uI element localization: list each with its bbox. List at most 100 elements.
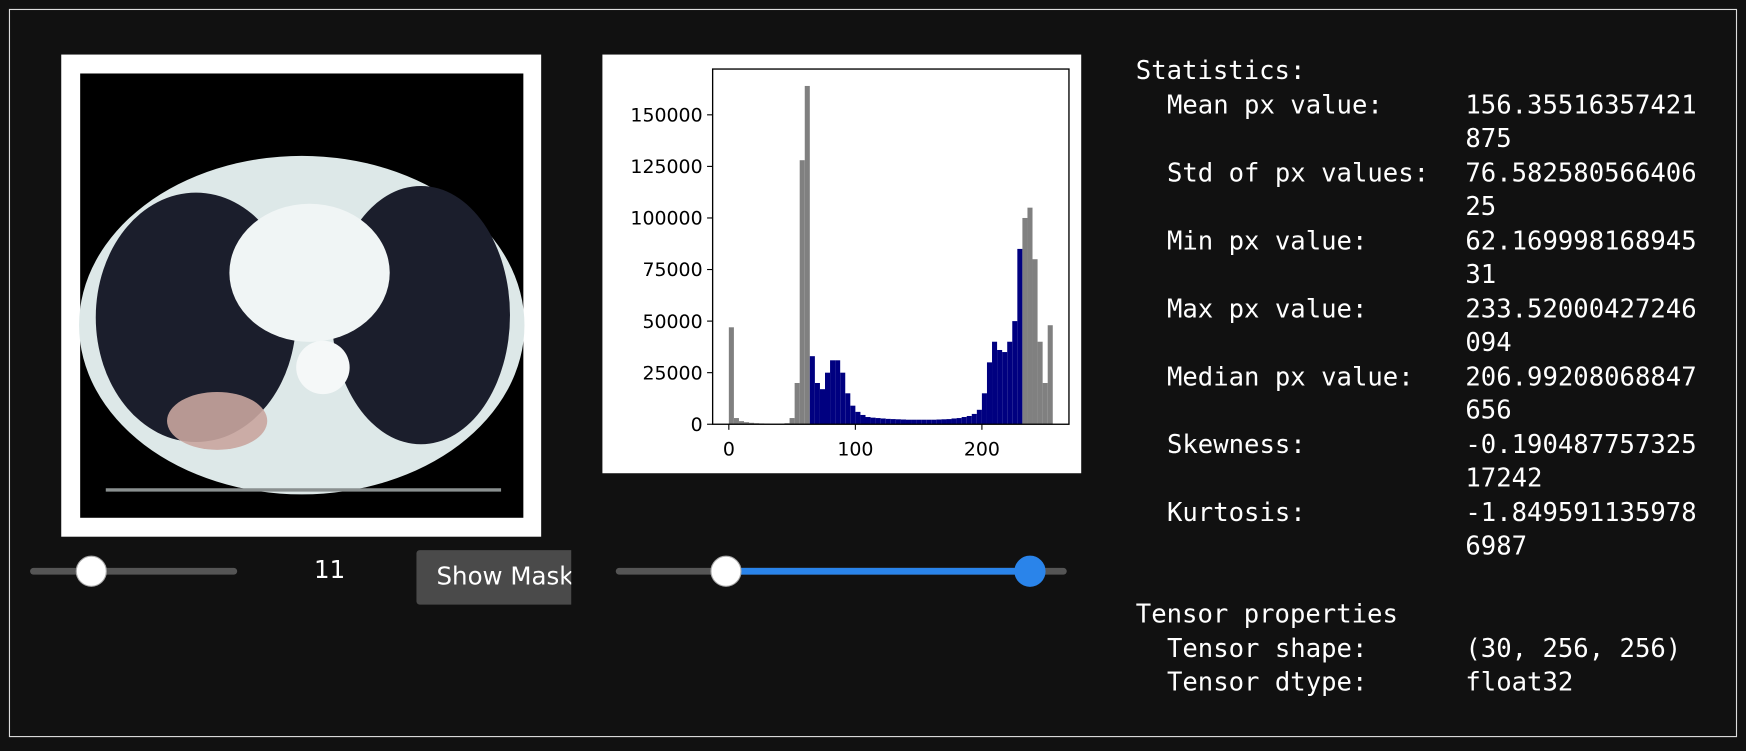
stat-label: Tensor shape:: [1136, 632, 1466, 666]
stat-value: 206.99208068847656: [1465, 360, 1696, 428]
bar: [830, 360, 835, 424]
bar: [977, 410, 982, 424]
y-tick-label: 125000: [630, 156, 702, 178]
bar: [876, 418, 881, 424]
bar: [1017, 249, 1022, 424]
bar: [865, 417, 870, 424]
stat-row: Median px value:206.99208068847656: [1136, 360, 1697, 428]
bar: [901, 419, 906, 424]
stat-value: 233.52000427246094: [1465, 292, 1696, 360]
stat-row: Mean px value:156.35516357421875: [1136, 89, 1697, 157]
bar: [820, 389, 825, 424]
bar: [957, 418, 962, 424]
heart: [229, 204, 389, 342]
stat-label: Kurtosis:: [1136, 496, 1466, 564]
stat-value: 156.35516357421875: [1465, 89, 1696, 157]
stat-value: -0.19048775732517242: [1465, 428, 1696, 496]
stat-label: Std of px values:: [1136, 156, 1466, 224]
stat-label: Max px value:: [1136, 292, 1466, 360]
bar: [825, 373, 830, 425]
stat-value: 62.16999816894531: [1465, 224, 1696, 292]
bar: [997, 350, 1002, 424]
bar: [992, 342, 997, 425]
stat-row: Max px value:233.52000427246094: [1136, 292, 1697, 360]
bar: [840, 373, 845, 425]
bar: [926, 420, 931, 425]
bar: [916, 420, 921, 425]
bar: [1048, 325, 1053, 424]
spine: [296, 341, 349, 394]
bar: [850, 406, 855, 425]
stat-row: Std of px values:76.58258056640625: [1136, 156, 1697, 224]
bar: [815, 383, 820, 424]
y-tick-label: 25000: [642, 362, 702, 384]
stat-row: Min px value:62.16999816894531: [1136, 224, 1697, 292]
bar: [729, 327, 734, 424]
bar: [790, 418, 795, 424]
bar: [805, 86, 810, 424]
bar: [891, 419, 896, 424]
stats-panel: Statistics:Mean px value:156.35516357421…: [1136, 55, 1697, 700]
stat-label: Tensor dtype:: [1136, 666, 1466, 700]
stat-row: Kurtosis:-1.8495911359786987: [1136, 496, 1697, 564]
bar: [886, 419, 891, 424]
slice-slider[interactable]: [30, 568, 237, 575]
y-tick-label: 150000: [630, 105, 702, 127]
bar: [871, 418, 876, 425]
bar: [952, 418, 957, 424]
stat-value: float32: [1465, 666, 1696, 700]
bar: [1002, 352, 1007, 424]
stat-label: Median px value:: [1136, 360, 1466, 428]
bar: [835, 360, 840, 424]
bar: [936, 419, 941, 424]
bar: [896, 419, 901, 424]
bar: [800, 160, 805, 424]
section-title: Tensor properties: [1136, 598, 1697, 632]
range-thumb-high[interactable]: [1014, 556, 1045, 587]
bar: [795, 383, 800, 424]
stat-value: 76.58258056640625: [1465, 156, 1696, 224]
bar: [810, 356, 815, 424]
stat-label: Mean px value:: [1136, 89, 1466, 157]
x-tick-label: 100: [837, 438, 873, 460]
stat-value: -1.8495911359786987: [1465, 496, 1696, 564]
stat-value: (30, 256, 256): [1465, 632, 1696, 666]
bar: [946, 419, 951, 424]
bar: [734, 418, 739, 424]
bar: [881, 418, 886, 424]
bar: [911, 420, 916, 425]
y-tick-label: 75000: [642, 259, 702, 281]
bar: [987, 362, 992, 424]
range-thumb-low[interactable]: [710, 556, 741, 587]
bar: [941, 419, 946, 424]
bar: [845, 393, 850, 424]
bar: [962, 417, 967, 424]
bar: [1043, 383, 1048, 424]
slice-value: 11: [301, 557, 359, 585]
x-tick-label: 0: [723, 438, 735, 460]
stat-row: Skewness:-0.19048775732517242: [1136, 428, 1697, 496]
slider-thumb[interactable]: [76, 556, 107, 587]
bar: [906, 420, 911, 425]
bar: [1007, 342, 1012, 425]
bar: [972, 414, 977, 424]
y-tick-label: 50000: [642, 311, 702, 333]
bar: [1012, 321, 1017, 424]
bar: [1022, 218, 1027, 424]
bar: [1027, 208, 1032, 425]
show-mask-button[interactable]: Show Mask: [416, 550, 571, 605]
section-title: Statistics:: [1136, 55, 1697, 89]
bar: [860, 415, 865, 424]
bar: [931, 420, 936, 425]
stat-label: Skewness:: [1136, 428, 1466, 496]
bar: [855, 412, 860, 424]
range-fill: [726, 568, 1030, 575]
stat-row: Tensor shape:(30, 256, 256): [1136, 632, 1697, 666]
bar: [1033, 259, 1038, 424]
bar: [1038, 342, 1043, 425]
y-tick-label: 100000: [630, 208, 702, 230]
stat-label: Min px value:: [1136, 224, 1466, 292]
stat-row: Tensor dtype:float32: [1136, 666, 1697, 700]
mask: [167, 392, 267, 450]
